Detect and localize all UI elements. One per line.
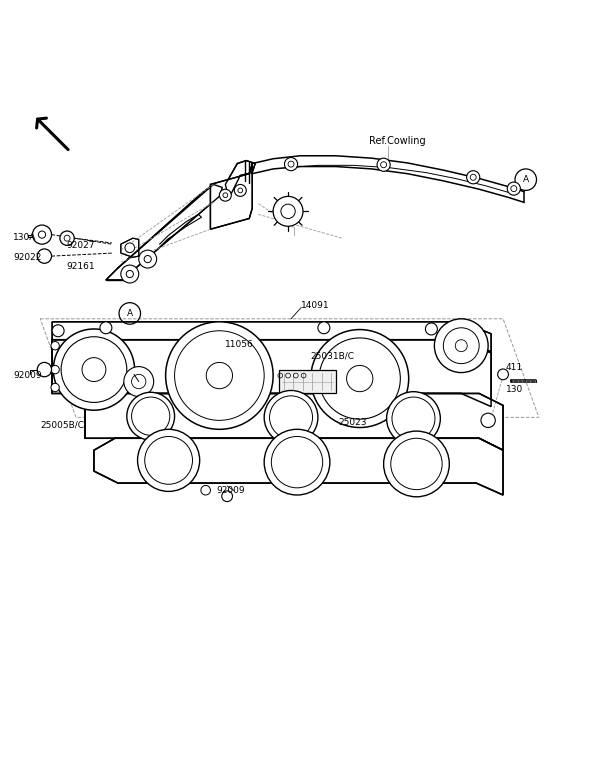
Circle shape	[318, 322, 330, 334]
Circle shape	[311, 329, 409, 428]
Circle shape	[284, 157, 298, 170]
Circle shape	[222, 491, 233, 501]
Circle shape	[220, 189, 232, 202]
Polygon shape	[85, 394, 503, 450]
Text: 411: 411	[506, 363, 523, 372]
Text: 11056: 11056	[226, 340, 254, 349]
Polygon shape	[94, 439, 503, 495]
Circle shape	[383, 431, 449, 497]
Text: 130: 130	[506, 385, 523, 394]
Circle shape	[124, 367, 154, 397]
Text: 92161: 92161	[66, 263, 95, 271]
Circle shape	[51, 342, 59, 350]
Text: 25005B/C: 25005B/C	[40, 420, 84, 429]
Circle shape	[82, 357, 106, 381]
Circle shape	[121, 265, 139, 283]
Circle shape	[166, 322, 273, 429]
Polygon shape	[106, 184, 223, 280]
Circle shape	[37, 363, 52, 377]
Circle shape	[37, 249, 52, 264]
Text: A: A	[127, 309, 133, 318]
Text: 14091: 14091	[301, 301, 330, 310]
Circle shape	[273, 196, 303, 226]
Circle shape	[497, 369, 508, 380]
Polygon shape	[52, 339, 491, 407]
Circle shape	[235, 184, 246, 196]
Circle shape	[127, 392, 175, 440]
Circle shape	[52, 325, 64, 336]
Text: 25023: 25023	[339, 418, 367, 427]
Circle shape	[100, 322, 112, 334]
Circle shape	[467, 170, 480, 184]
Circle shape	[264, 391, 318, 444]
Circle shape	[425, 323, 437, 335]
Circle shape	[434, 319, 488, 373]
Text: 92022: 92022	[13, 253, 42, 263]
Polygon shape	[211, 164, 252, 229]
Circle shape	[125, 243, 134, 253]
Circle shape	[60, 231, 74, 246]
Text: 92009: 92009	[217, 487, 245, 495]
Circle shape	[264, 429, 330, 495]
Text: Motorepublik: Motorepublik	[206, 381, 394, 405]
Text: 25031B/C: 25031B/C	[311, 352, 355, 361]
Circle shape	[139, 250, 157, 268]
Circle shape	[51, 384, 59, 391]
Circle shape	[481, 413, 495, 428]
Circle shape	[377, 158, 390, 171]
Polygon shape	[226, 160, 255, 196]
Text: 130A: 130A	[13, 232, 37, 242]
Circle shape	[386, 391, 440, 446]
Circle shape	[51, 365, 59, 374]
Circle shape	[32, 225, 52, 244]
Polygon shape	[52, 322, 491, 352]
Bar	[279, 370, 336, 394]
Circle shape	[137, 429, 200, 491]
Circle shape	[507, 182, 520, 195]
Text: 92009: 92009	[13, 371, 42, 380]
Text: 92027: 92027	[66, 241, 94, 250]
Polygon shape	[121, 238, 139, 257]
Circle shape	[53, 329, 134, 410]
Circle shape	[201, 485, 211, 495]
Text: A: A	[523, 175, 529, 184]
Text: Ref.Cowling: Ref.Cowling	[368, 136, 425, 146]
